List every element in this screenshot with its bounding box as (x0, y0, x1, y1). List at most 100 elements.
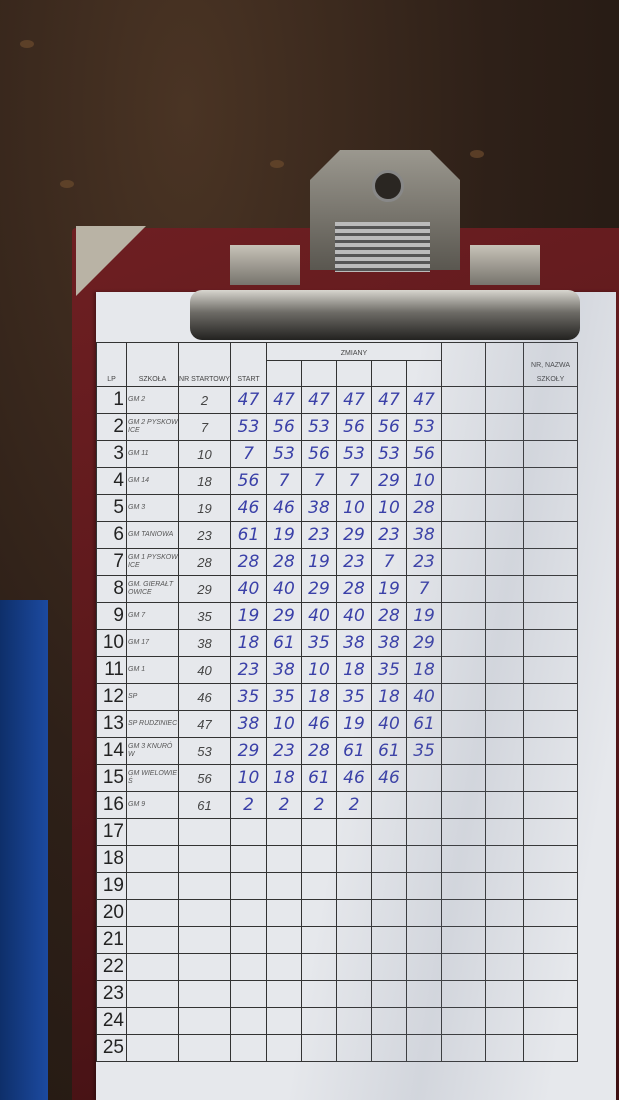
table-row: 16 GM 9 61 2 2 2 2 (96, 791, 579, 819)
change-cell (266, 1007, 302, 1035)
row-number: 6 (96, 521, 127, 549)
header-change-5 (405, 360, 443, 387)
blank-cell (485, 791, 525, 819)
change-cell: 46 (371, 764, 407, 792)
school-name-cell (523, 548, 579, 576)
school-name-cell (523, 926, 579, 954)
school-name-cell (523, 1034, 579, 1062)
blank-cell (485, 521, 525, 549)
school-cell: GM 2 PYSKOWICE (126, 413, 179, 441)
change-cell (371, 872, 407, 900)
row-number: 8 (96, 575, 127, 603)
change-cell: 29 (301, 575, 337, 603)
start-number-cell: 28 (178, 548, 231, 576)
change-cell: 56 (266, 413, 302, 441)
change-cell (301, 872, 337, 900)
table-row: 9 GM 7 35 19 29 40 40 28 19 (96, 602, 579, 630)
start-cell: 28 (230, 548, 267, 576)
blank-cell (485, 467, 525, 495)
change-cell: 2 (266, 791, 302, 819)
change-cell: 38 (301, 494, 337, 522)
change-cell: 23 (336, 548, 372, 576)
change-cell (371, 899, 407, 927)
header-change-1 (266, 360, 302, 387)
blank-cell (485, 710, 525, 738)
header-start-number: NR STARTOWY (178, 342, 231, 387)
row-number: 2 (96, 413, 127, 441)
change-cell: 7 (336, 467, 372, 495)
place-cell (441, 467, 487, 495)
table-row: 24 (96, 1007, 579, 1035)
start-cell (230, 899, 267, 927)
change-cell (266, 899, 302, 927)
blank-cell (485, 629, 525, 657)
place-cell (441, 521, 487, 549)
row-number: 3 (96, 440, 127, 468)
blank-cell (485, 926, 525, 954)
score-sheet: LP SZKOŁA NR STARTOWY START ZMIANY NR, N… (96, 292, 616, 1100)
change-cell: 46 (336, 764, 372, 792)
school-cell (126, 980, 179, 1008)
school-cell: GM 14 (126, 467, 179, 495)
place-cell (441, 926, 487, 954)
change-cell: 28 (266, 548, 302, 576)
header-changes: ZMIANY (265, 342, 443, 361)
table-row: 2 GM 2 PYSKOWICE 7 53 56 53 56 56 53 (96, 413, 579, 441)
start-cell (230, 818, 267, 846)
blank-cell (485, 899, 525, 927)
change-cell: 53 (301, 413, 337, 441)
change-cell: 40 (301, 602, 337, 630)
change-cell: 29 (371, 467, 407, 495)
change-cell: 56 (301, 440, 337, 468)
place-cell (441, 548, 487, 576)
start-cell (230, 953, 267, 981)
start-number-cell: 10 (178, 440, 231, 468)
change-cell (371, 1034, 407, 1062)
change-cell: 40 (405, 683, 443, 711)
school-name-cell (523, 764, 579, 792)
header-change-2 (301, 360, 337, 387)
change-cell: 18 (301, 683, 337, 711)
school-name-cell (523, 656, 579, 684)
row-number: 16 (96, 791, 127, 819)
row-number: 7 (96, 548, 127, 576)
school-name-cell (523, 737, 579, 765)
table-row: 12 SP 46 35 35 18 35 18 40 (96, 683, 579, 711)
change-cell: 7 (266, 467, 302, 495)
start-number-cell (178, 899, 231, 927)
change-cell: 19 (371, 575, 407, 603)
school-cell (126, 953, 179, 981)
change-cell: 29 (336, 521, 372, 549)
change-cell (301, 980, 337, 1008)
change-cell (336, 1007, 372, 1035)
school-cell: GM 3 (126, 494, 179, 522)
change-cell: 61 (301, 764, 337, 792)
blank-cell (485, 683, 525, 711)
row-number: 14 (96, 737, 127, 765)
school-name-cell (523, 899, 579, 927)
start-cell: 61 (230, 521, 267, 549)
change-cell: 61 (405, 710, 443, 738)
blank-cell (485, 980, 525, 1008)
blank-cell (485, 656, 525, 684)
change-cell: 18 (266, 764, 302, 792)
row-number: 15 (96, 764, 127, 792)
change-cell (371, 1007, 407, 1035)
change-cell: 10 (266, 710, 302, 738)
change-cell: 23 (371, 521, 407, 549)
start-cell (230, 845, 267, 873)
change-cell: 29 (405, 629, 443, 657)
row-number: 24 (96, 1007, 127, 1035)
place-cell (441, 953, 487, 981)
table-row: 1 GM 2 2 47 47 47 47 47 47 (96, 386, 579, 414)
start-number-cell (178, 1034, 231, 1062)
change-cell (301, 1007, 337, 1035)
start-number-cell: 23 (178, 521, 231, 549)
start-number-cell: 61 (178, 791, 231, 819)
clipboard-clip (190, 150, 580, 345)
school-name-cell (523, 872, 579, 900)
place-cell (441, 818, 487, 846)
table-row: 17 (96, 818, 579, 846)
school-cell: GM 7 (126, 602, 179, 630)
start-cell: 46 (230, 494, 267, 522)
